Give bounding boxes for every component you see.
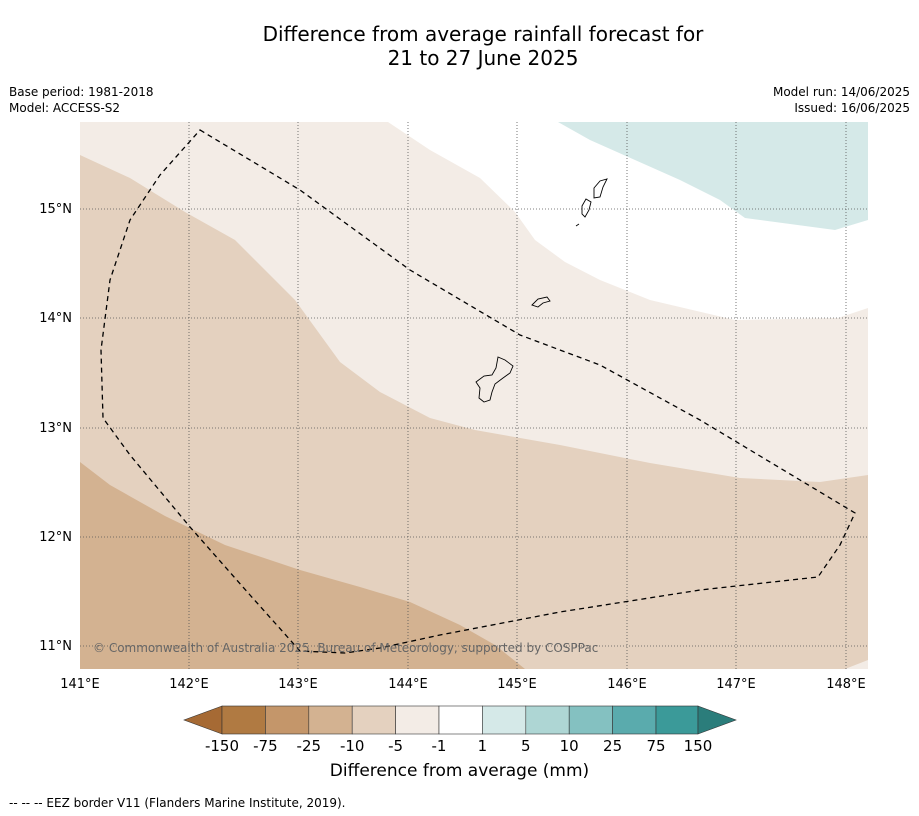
eez-footnote: -- -- -- EEZ border V11 (Flanders Marine…	[9, 796, 346, 810]
title-line-2: 21 to 27 June 2025	[387, 46, 579, 70]
base-period-text: Base period: 1981-2018	[9, 85, 154, 99]
colorbar-label: 25	[603, 737, 622, 755]
region-5-to-10	[558, 122, 868, 230]
island-saipan	[593, 178, 608, 199]
colorbar-label: 10	[560, 737, 579, 755]
island-guam	[475, 356, 514, 403]
graticule	[80, 122, 868, 669]
lon-label: 145°E	[497, 677, 537, 692]
colorbar-label: -5	[388, 737, 403, 755]
colorbar-label: -25	[297, 737, 322, 755]
colorbar-swatch	[265, 705, 310, 735]
eez-border	[100, 129, 856, 654]
issued-text: Issued: 16/06/2025	[794, 101, 910, 115]
meta-left: Base period: 1981-2018 Model: ACCESS-S2	[9, 84, 154, 116]
lon-axis-labels: 141°E 142°E 143°E 144°E 145°E 146°E 147°…	[60, 677, 866, 692]
colorbar-label: 75	[646, 737, 665, 755]
colorbar-swatch	[655, 705, 699, 735]
colorbar-swatch	[308, 705, 353, 735]
colorbar-swatch	[568, 705, 613, 735]
colorbar-swatch	[612, 705, 657, 735]
map-area	[80, 122, 868, 669]
island-aguijan	[575, 223, 580, 227]
lat-label: 14°N	[39, 311, 72, 326]
colorbar-swatch	[221, 705, 266, 735]
island-tinian	[581, 198, 592, 218]
islands	[475, 178, 608, 403]
colorbar-label: 5	[521, 737, 531, 755]
model-run-text: Model run: 14/06/2025	[772, 85, 910, 99]
colorbar-swatch	[395, 705, 440, 735]
colorbar-swatch	[525, 705, 570, 735]
colorbar-extend-high	[697, 705, 737, 735]
copyright-notice: © Commonwealth of Australia 2025, Bureau…	[93, 641, 599, 655]
colorbar-labels: -150 -75 -25 -10 -5 -1 1 5 10 25 75 150	[205, 737, 712, 755]
region-sliver-bottom-right	[845, 660, 868, 669]
colorbar-label: -75	[253, 737, 278, 755]
lon-label: 144°E	[388, 677, 428, 692]
lon-label: 147°E	[716, 677, 756, 692]
colorbar-swatch	[351, 705, 396, 735]
colorbar-label: -10	[340, 737, 365, 755]
lat-label: 13°N	[39, 421, 72, 436]
colorbar-title: Difference from average (mm)	[329, 761, 590, 781]
lat-label: 11°N	[39, 639, 72, 654]
lon-label: 142°E	[169, 677, 209, 692]
title-line-1: Difference from average rainfall forecas…	[262, 22, 704, 46]
region-minus-25-to-minus-10	[80, 155, 868, 669]
colorbar-label: 1	[478, 737, 488, 755]
colorbar	[183, 705, 737, 735]
colorbar-swatch	[438, 705, 483, 735]
lat-label: 12°N	[39, 530, 72, 545]
meta-right: Model run: 14/06/2025 Issued: 16/06/2025	[773, 84, 910, 116]
lon-label: 148°E	[826, 677, 866, 692]
colorbar-extend-low	[183, 705, 223, 735]
colorbar-label: -150	[205, 737, 239, 755]
colorbar-swatch	[482, 705, 527, 735]
lon-label: 146°E	[607, 677, 647, 692]
lon-label: 141°E	[60, 677, 100, 692]
colorbar-label: 150	[684, 737, 713, 755]
lat-label: 15°N	[39, 202, 72, 217]
lat-axis-labels: 15°N 14°N 13°N 12°N 11°N	[39, 202, 72, 654]
model-text: Model: ACCESS-S2	[9, 101, 121, 115]
chart-title: Difference from average rainfall forecas…	[0, 22, 919, 70]
colorbar-label: -1	[432, 737, 447, 755]
island-rota	[531, 296, 551, 308]
region-less-than-minus-25	[80, 462, 525, 669]
lon-label: 143°E	[278, 677, 318, 692]
